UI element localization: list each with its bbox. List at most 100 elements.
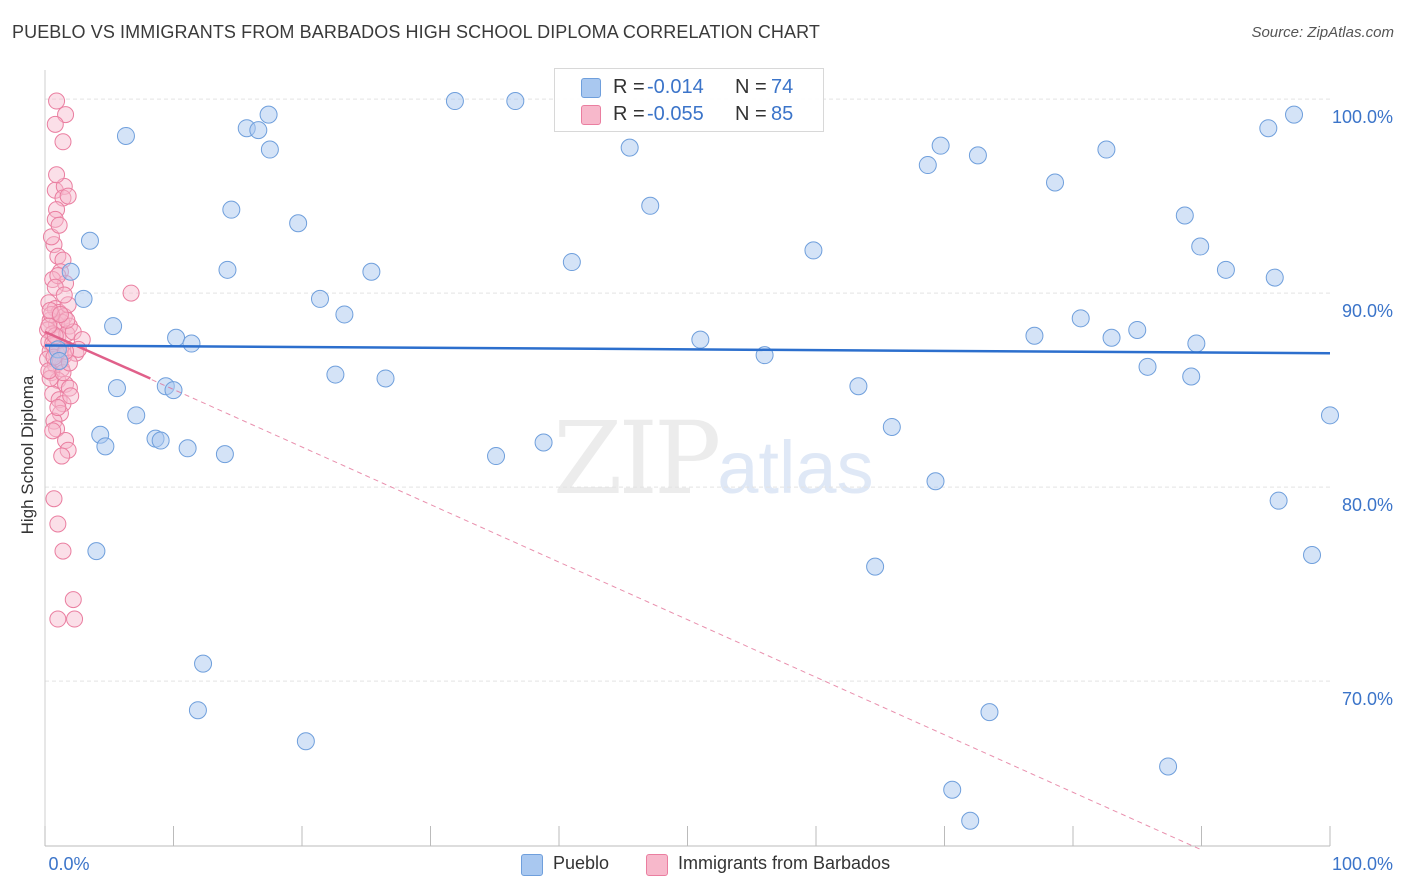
n-value: 85 bbox=[771, 103, 794, 125]
pueblo-point bbox=[310, 289, 329, 308]
pueblo-point bbox=[562, 253, 581, 272]
pueblo-point bbox=[961, 811, 980, 830]
barbados-point bbox=[54, 542, 72, 560]
pueblo-point bbox=[1025, 326, 1044, 345]
n-value: 74 bbox=[771, 76, 794, 98]
pueblo-swatch bbox=[581, 78, 601, 98]
barbados-point bbox=[66, 610, 84, 628]
pueblo-point bbox=[218, 260, 237, 279]
pueblo-point bbox=[1191, 237, 1210, 256]
pueblo-point bbox=[1102, 328, 1121, 347]
pueblo-point bbox=[96, 437, 115, 456]
pueblo-point bbox=[1259, 119, 1278, 138]
pueblo-point bbox=[215, 445, 234, 464]
pueblo-point bbox=[980, 703, 999, 722]
barbados-point bbox=[48, 92, 66, 110]
barbados-point bbox=[49, 515, 67, 533]
pueblo-point bbox=[1269, 491, 1288, 510]
pueblo-point bbox=[849, 377, 868, 396]
pueblo-point bbox=[1265, 268, 1284, 287]
pueblo-point bbox=[296, 732, 315, 751]
watermark-atlas: atlas bbox=[717, 426, 874, 509]
pueblo-point bbox=[107, 379, 126, 398]
barbados-point bbox=[55, 286, 73, 304]
pueblo-point bbox=[194, 654, 213, 673]
barbados-point bbox=[62, 387, 80, 405]
pueblo-point bbox=[376, 369, 395, 388]
barbados-point bbox=[54, 133, 72, 151]
barbados-point bbox=[59, 441, 77, 459]
pueblo-point bbox=[127, 406, 146, 425]
pueblo-point bbox=[335, 305, 354, 324]
legend-label: Immigrants from Barbados bbox=[678, 853, 891, 873]
pueblo-point bbox=[182, 334, 201, 353]
y-tick-label: 90.0% bbox=[1342, 301, 1393, 321]
pueblo-point bbox=[1138, 357, 1157, 376]
barbados-trend-extension bbox=[44, 331, 1202, 851]
pueblo-point bbox=[926, 472, 945, 491]
barbados-point bbox=[64, 591, 82, 609]
pueblo-point bbox=[691, 330, 710, 349]
n-label: N = bbox=[735, 76, 767, 98]
legend-row-barbados: R = -0.055 N = 85 bbox=[555, 101, 823, 127]
pueblo-point bbox=[151, 431, 170, 450]
pueblo-point bbox=[104, 317, 123, 336]
barbados-point bbox=[49, 399, 67, 417]
pueblo-point bbox=[1182, 367, 1201, 386]
barbados-swatch bbox=[646, 854, 668, 876]
pueblo-point bbox=[641, 196, 660, 215]
barbados-trend-line bbox=[44, 330, 151, 380]
chart-title: PUEBLO VS IMMIGRANTS FROM BARBADOS HIGH … bbox=[12, 22, 820, 42]
pueblo-point bbox=[167, 328, 186, 347]
pueblo-point bbox=[74, 289, 93, 308]
watermark: ZIPatlas bbox=[553, 400, 874, 517]
barbados-point bbox=[44, 422, 62, 440]
barbados-point bbox=[48, 166, 66, 184]
barbados-point bbox=[45, 490, 63, 508]
correlation-legend: R = -0.014 N = 74 R = -0.055 N = 85 bbox=[554, 68, 824, 132]
pueblo-trend-line bbox=[44, 344, 1331, 355]
r-value: -0.014 bbox=[647, 76, 704, 98]
watermark-zip: ZIP bbox=[553, 400, 721, 517]
pueblo-point bbox=[1321, 406, 1339, 425]
barbados-point bbox=[59, 187, 77, 205]
pueblo-point bbox=[1159, 757, 1178, 776]
pueblo-point bbox=[260, 140, 279, 159]
pueblo-point bbox=[968, 146, 987, 165]
pueblo-point bbox=[1097, 140, 1116, 159]
pueblo-point bbox=[620, 138, 639, 157]
pueblo-point bbox=[326, 365, 345, 384]
r-label: R = bbox=[613, 103, 645, 125]
pueblo-point bbox=[249, 121, 268, 140]
y-tick-label: 70.0% bbox=[1342, 689, 1393, 709]
barbados-point bbox=[122, 284, 140, 302]
pueblo-point bbox=[80, 231, 99, 250]
pueblo-point bbox=[164, 381, 183, 400]
barbados-point bbox=[50, 216, 68, 234]
y-tick-label: 100.0% bbox=[1332, 107, 1393, 127]
barbados-point bbox=[49, 610, 67, 628]
pueblo-point bbox=[61, 262, 80, 281]
barbados-point bbox=[51, 305, 69, 323]
pueblo-point bbox=[188, 701, 207, 720]
pueblo-point bbox=[918, 156, 937, 175]
x-tick-label: 100.0% bbox=[1332, 854, 1393, 874]
pueblo-point bbox=[804, 241, 823, 260]
barbados-point bbox=[53, 447, 71, 465]
pueblo-point bbox=[178, 439, 197, 458]
pueblo-point bbox=[1303, 546, 1322, 564]
series-legend: Pueblo Immigrants from Barbados bbox=[0, 850, 1406, 878]
barbados-point bbox=[58, 311, 76, 329]
pueblo-point bbox=[50, 352, 69, 370]
n-label: N = bbox=[735, 103, 767, 125]
pueblo-point bbox=[362, 262, 381, 281]
pueblo-point bbox=[506, 92, 525, 111]
r-label: R = bbox=[613, 76, 645, 98]
x-tick-label: 0.0% bbox=[48, 854, 89, 874]
barbados-swatch bbox=[581, 105, 601, 125]
source-credit: Source: ZipAtlas.com bbox=[1251, 24, 1394, 41]
pueblo-point bbox=[1046, 173, 1065, 192]
pueblo-swatch bbox=[521, 854, 543, 876]
pueblo-point bbox=[882, 417, 901, 436]
